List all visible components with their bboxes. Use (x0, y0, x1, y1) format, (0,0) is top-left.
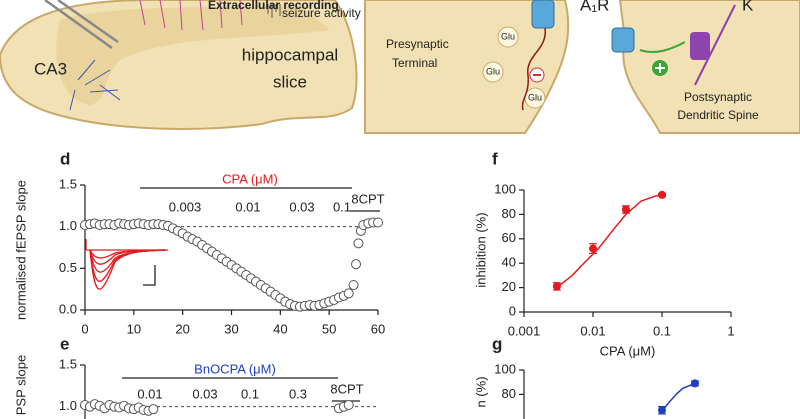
data-point (353, 238, 364, 249)
y-tick-label: 100 (494, 181, 516, 196)
y-tick-label: 80 (502, 206, 516, 221)
x-tick-label: 50 (322, 321, 336, 336)
x-tick-label: 0 (81, 321, 88, 336)
receptor-label: A₁R (580, 0, 609, 14)
dose-label: 0.1 (333, 199, 351, 214)
treatment-label: CPA (μM) (222, 171, 278, 186)
post-label: Dendritic Spine (677, 108, 759, 122)
glu-label: Glu (486, 66, 500, 76)
activity-label: seizure activity (282, 6, 361, 20)
y-tick-label: 1.5 (59, 176, 77, 191)
dose-label: 0.01 (137, 386, 162, 401)
ion-label: K (742, 0, 754, 14)
data-point (343, 288, 354, 299)
x-tick-label: 0.01 (580, 323, 605, 338)
dose-label: 0.003 (169, 199, 202, 214)
x-axis-label: CPA (μM) (600, 343, 656, 358)
x-tick-label: 0.001 (508, 323, 541, 338)
x-tick-label: 1 (727, 323, 734, 338)
dose-label: 0.1 (241, 386, 259, 401)
data-point (589, 244, 597, 253)
x-tick-label: 30 (224, 321, 238, 336)
dose-label: 0.01 (235, 199, 260, 214)
panel-label: e (60, 334, 69, 353)
panel-label: d (60, 149, 70, 168)
synapse-illustration (364, 0, 800, 134)
x-tick-label: 40 (273, 321, 287, 336)
panel-label: f (492, 149, 498, 168)
y-tick-label: 0 (509, 303, 516, 318)
region-label: CA3 (34, 59, 67, 78)
glu-label: Glu (501, 31, 515, 41)
data-point (552, 282, 561, 291)
x-tick-label: 20 (175, 321, 189, 336)
pre-label: Presynaptic (386, 37, 449, 51)
y-tick-label: 80 (502, 386, 516, 401)
fit-curve (556, 194, 663, 289)
y-tick-label: 40 (502, 255, 516, 270)
dose-label: 0.03 (289, 199, 314, 214)
slice-label: slice (273, 72, 307, 91)
x-tick-label: 0.1 (653, 323, 671, 338)
glu-label: Glu (528, 92, 542, 102)
data-point (658, 406, 666, 415)
pre-label: Terminal (392, 56, 437, 70)
y-tick-label: 1.5 (59, 356, 77, 371)
y-tick-label: 0.5 (59, 260, 77, 275)
dose-label: 0.3 (289, 386, 307, 401)
washout-label: 8CPT (351, 191, 384, 206)
y-tick-label: 100 (494, 361, 516, 376)
x-tick-label: 10 (127, 321, 141, 336)
data-point (690, 379, 699, 388)
dose-label: 0.03 (192, 386, 217, 401)
slice-label: hippocampal (242, 45, 338, 64)
inset-traces (85, 239, 168, 290)
data-point (351, 259, 362, 270)
data-point (348, 280, 359, 290)
y-axis-label: n (%) (473, 376, 488, 407)
y-axis-label: normalised fEPSP slope (13, 180, 28, 320)
x-tick-label: 60 (371, 321, 385, 336)
y-axis-label: inhibition (%) (473, 212, 488, 287)
data-point (621, 205, 630, 214)
data-point (343, 400, 354, 410)
data-point (148, 404, 159, 415)
slice-illustration (0, 0, 358, 130)
y-tick-label: 60 (502, 230, 516, 245)
panel-label: g (492, 334, 502, 353)
post-label: Postsynaptic (684, 90, 752, 104)
recording-label: Extracellular recording (208, 0, 339, 12)
y-tick-label: 1.0 (59, 218, 77, 233)
data-point (658, 190, 666, 199)
y-axis-label: PSP slope (13, 355, 28, 415)
y-tick-label: 0.0 (59, 301, 77, 316)
y-tick-label: 20 (502, 279, 516, 294)
y-tick-label: 1.0 (59, 398, 77, 413)
treatment-label: BnOCPA (μM) (194, 361, 276, 376)
washout-label: 8CPT (330, 381, 363, 396)
fit-curve (661, 382, 696, 412)
data-point (373, 217, 383, 228)
